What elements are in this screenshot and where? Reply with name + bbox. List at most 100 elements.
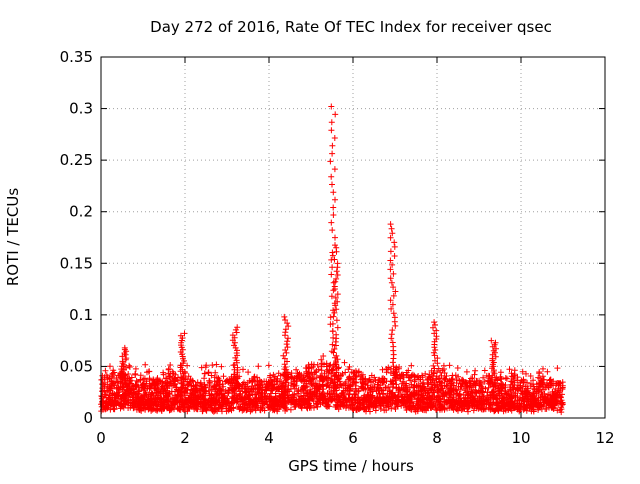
data-point bbox=[173, 394, 180, 401]
data-point bbox=[211, 405, 218, 412]
data-point bbox=[399, 380, 405, 387]
data-point bbox=[282, 329, 289, 336]
data-point bbox=[136, 406, 142, 413]
data-point bbox=[109, 399, 116, 406]
data-point bbox=[504, 398, 511, 405]
data-point bbox=[401, 386, 408, 393]
data-point bbox=[128, 374, 135, 381]
data-point bbox=[388, 335, 395, 342]
data-point bbox=[215, 397, 222, 404]
data-point bbox=[537, 380, 543, 387]
data-point bbox=[329, 264, 336, 271]
data-point bbox=[101, 391, 108, 398]
data-point bbox=[333, 317, 340, 324]
data-point bbox=[454, 400, 461, 407]
data-point bbox=[462, 389, 469, 396]
data-point bbox=[125, 399, 132, 406]
data-point bbox=[386, 387, 393, 394]
data-point bbox=[460, 401, 466, 408]
data-point bbox=[99, 381, 106, 388]
data-point bbox=[481, 367, 488, 374]
data-point bbox=[258, 404, 265, 411]
data-point bbox=[487, 399, 494, 406]
data-point bbox=[538, 406, 545, 413]
data-point bbox=[284, 338, 291, 345]
data-point bbox=[218, 405, 225, 412]
data-point bbox=[332, 234, 338, 241]
data-point bbox=[536, 369, 543, 375]
data-points bbox=[98, 103, 566, 416]
data-point bbox=[355, 394, 362, 401]
data-point bbox=[502, 375, 509, 381]
data-point bbox=[281, 313, 288, 320]
x-tick-label: 6 bbox=[348, 429, 358, 447]
data-point bbox=[225, 378, 231, 385]
data-point bbox=[240, 366, 246, 373]
data-point bbox=[527, 373, 534, 379]
data-point bbox=[553, 400, 560, 407]
data-point bbox=[275, 401, 282, 408]
data-point bbox=[419, 392, 426, 399]
x-tick-label: 2 bbox=[180, 429, 190, 447]
data-point bbox=[455, 407, 461, 414]
data-point bbox=[419, 372, 425, 379]
data-point bbox=[281, 398, 288, 405]
data-point bbox=[387, 248, 394, 255]
data-point bbox=[527, 383, 534, 389]
grid bbox=[101, 57, 605, 418]
data-point bbox=[516, 408, 523, 415]
data-point bbox=[300, 392, 307, 399]
data-point bbox=[345, 404, 352, 411]
data-point bbox=[396, 392, 402, 399]
data-point bbox=[175, 374, 181, 381]
data-point bbox=[329, 150, 336, 157]
data-point bbox=[400, 396, 407, 403]
data-point bbox=[549, 403, 556, 410]
data-point bbox=[389, 327, 396, 334]
data-point bbox=[132, 382, 139, 389]
data-point bbox=[391, 253, 398, 259]
data-point bbox=[330, 189, 337, 196]
data-point bbox=[449, 372, 456, 379]
x-tick-label: 12 bbox=[595, 429, 614, 447]
data-point bbox=[194, 406, 201, 413]
data-point bbox=[328, 127, 335, 134]
data-point bbox=[323, 368, 330, 375]
data-point bbox=[293, 366, 300, 373]
data-point bbox=[209, 362, 216, 369]
data-point bbox=[406, 398, 413, 405]
data-point bbox=[320, 353, 327, 359]
data-point bbox=[161, 385, 168, 392]
data-point bbox=[425, 375, 431, 382]
data-point bbox=[559, 399, 566, 406]
data-point bbox=[485, 384, 492, 391]
data-point bbox=[328, 219, 335, 226]
data-point bbox=[334, 260, 341, 267]
data-point bbox=[210, 408, 217, 415]
data-point bbox=[430, 349, 437, 356]
data-point bbox=[485, 396, 492, 403]
data-point bbox=[133, 377, 140, 384]
data-point bbox=[520, 406, 527, 413]
data-point bbox=[332, 111, 339, 118]
data-point bbox=[465, 404, 472, 411]
data-point bbox=[270, 402, 277, 409]
data-point bbox=[464, 400, 471, 407]
data-point bbox=[458, 407, 465, 413]
data-point bbox=[256, 377, 263, 384]
y-axis-label: ROTI / TECUs bbox=[4, 188, 22, 286]
data-point bbox=[454, 365, 461, 371]
data-point bbox=[521, 398, 528, 405]
data-point bbox=[486, 405, 492, 412]
data-point bbox=[102, 367, 109, 374]
data-point bbox=[282, 407, 289, 414]
data-point bbox=[471, 371, 478, 378]
data-point bbox=[137, 377, 144, 384]
x-tick-label: 4 bbox=[264, 429, 274, 447]
data-point bbox=[224, 395, 231, 402]
data-point bbox=[291, 381, 298, 387]
x-axis-label: GPS time / hours bbox=[288, 457, 414, 475]
data-point bbox=[497, 369, 504, 376]
